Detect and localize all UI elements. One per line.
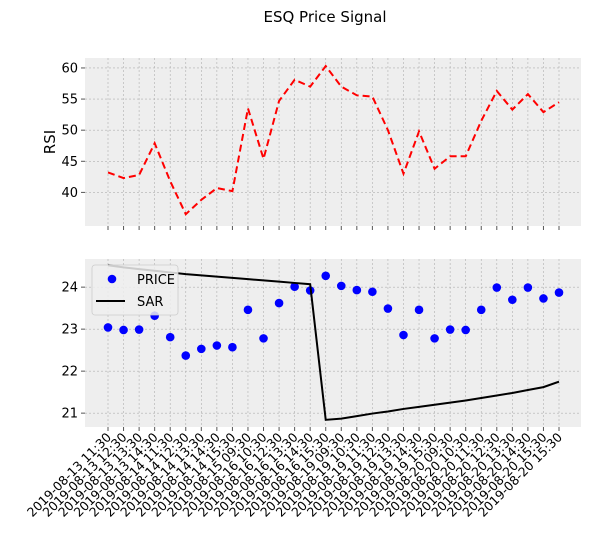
y-tick-label: 55 (61, 93, 78, 108)
y-tick-label: 23 (61, 323, 78, 338)
price-point (368, 287, 377, 297)
chart-title: ESQ Price Signal (263, 8, 386, 26)
chart-layer: 4045505560RSI21222324PRICESAR2019-08-13 … (24, 58, 581, 520)
price-point (492, 283, 502, 292)
y-tick-label: 24 (61, 281, 78, 296)
y-tick-label: 45 (61, 155, 78, 170)
price-point (181, 351, 191, 360)
price-point (259, 334, 268, 343)
price-point (476, 305, 486, 315)
y-axis-label: RSI (41, 130, 59, 154)
price-point (134, 325, 144, 334)
price-point (103, 323, 113, 332)
price-point (119, 325, 128, 335)
y-tick-label: 50 (61, 124, 78, 139)
sar-line (107, 264, 560, 421)
price-point (336, 281, 346, 291)
price-point (197, 344, 206, 354)
legend-marker-price (107, 274, 117, 284)
legend-label: SAR (137, 295, 163, 310)
y-tick-label: 60 (61, 61, 78, 76)
price-point (414, 305, 424, 315)
price-point (383, 304, 393, 313)
price-point (523, 283, 533, 292)
price-point (321, 271, 331, 281)
y-tick-label: 21 (61, 407, 78, 422)
rsi-line (107, 64, 560, 216)
price-point (539, 294, 548, 303)
y-tick-label: 40 (61, 186, 78, 201)
price-point (445, 325, 455, 334)
plot-background-0 (85, 58, 581, 226)
price-point (399, 330, 408, 340)
price-point (508, 295, 517, 305)
price-point (352, 285, 362, 295)
price-point (243, 305, 253, 315)
price-point (228, 342, 237, 352)
legend-label: PRICE (137, 273, 175, 288)
price-point (212, 341, 222, 350)
price-point (165, 332, 175, 342)
price-point (430, 334, 439, 343)
y-tick-label: 22 (61, 365, 78, 380)
price-point (290, 282, 299, 292)
price-point (461, 325, 470, 335)
price-point (554, 288, 564, 297)
price-point (274, 298, 284, 308)
